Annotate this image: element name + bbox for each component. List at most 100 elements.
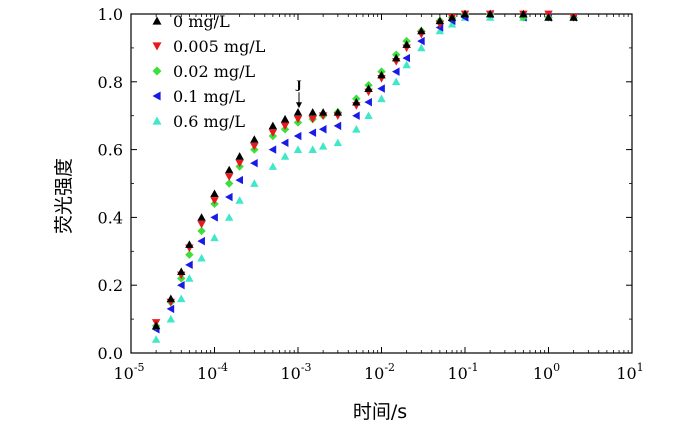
series-2 [151,9,578,331]
data-point [185,260,193,270]
y-tick-label: 0.4 [98,208,123,227]
data-point [308,128,317,137]
y-tick-label: 1.0 [98,5,123,24]
legend-marker [152,16,162,25]
data-point [377,84,385,93]
data-point [197,253,206,262]
data-point [377,94,386,103]
series-1 [151,10,578,327]
data-point [185,250,194,259]
x-axis-title: 时间/s [353,401,407,423]
data-point [402,60,411,69]
data-point [210,189,219,198]
data-point [519,9,528,18]
data-point [392,53,401,62]
x-tick-label: 10-5 [113,361,144,383]
x-tick-label: 100 [533,361,560,383]
data-point [210,233,219,242]
data-point [280,114,290,123]
data-point [308,108,317,116]
data-point [417,43,426,52]
data-point [185,274,194,282]
legend-label: 0.1 mg/L [173,87,245,106]
y-tick-label: 0.2 [98,276,123,295]
data-point [225,213,234,221]
data-point [402,40,411,48]
data-point [250,142,259,151]
data-point [151,321,161,330]
data-point [225,179,234,188]
data-point [151,335,161,343]
data-marks [151,9,578,343]
data-point [235,152,244,160]
legend-label: 0.6 mg/L [173,112,245,131]
data-point [460,9,470,18]
data-point [225,165,234,174]
data-point [569,13,578,21]
data-point [197,220,206,229]
data-point [402,53,410,63]
data-point [485,9,495,18]
annotation-label: J [295,78,301,91]
data-point [225,192,233,202]
data-point [333,108,343,116]
data-point [177,267,186,275]
data-point [352,125,361,133]
series-3 [151,9,577,334]
data-point [280,152,290,160]
data-point [333,138,343,147]
axes: 10-5 10-4 10-3 10-2 10-1 100 101 0.0 0.2 0.4 0.6 0.… [98,5,644,383]
data-point [166,314,176,323]
data-point [268,145,277,154]
series-0 [151,9,578,330]
data-point [392,77,401,86]
legend-label: 0 mg/L [173,12,230,31]
legend-label: 0.005 mg/L [173,37,266,56]
data-point [392,67,400,76]
legend-marker [152,66,162,76]
data-point [364,84,373,92]
data-point [435,16,445,25]
data-point [417,26,426,35]
data-point [185,240,194,248]
data-point [318,142,328,150]
data-point [544,13,553,21]
data-point [293,131,302,141]
x-tick-label: 10-3 [280,361,311,383]
x-tick-label: 10-1 [447,361,478,383]
data-point [417,36,425,46]
legend-marker [152,91,161,101]
data-point [293,145,303,153]
data-point [235,196,244,204]
data-point [210,213,218,222]
annotation-arrow-head [296,102,302,109]
data-point [250,158,258,168]
data-point [333,121,342,131]
data-point [364,111,373,120]
data-point [377,70,386,79]
data-point [177,294,186,303]
data-point [318,125,327,134]
data-point [250,135,259,143]
y-tick-label: 0.0 [98,344,123,363]
data-point [268,121,278,130]
annotation: J [295,78,302,109]
data-point [197,213,206,221]
y-tick-label: 0.6 [98,141,123,160]
data-point [250,179,259,187]
data-point [435,26,445,35]
data-point [318,108,328,116]
data-point [210,197,219,205]
data-point [268,129,278,137]
data-point [225,173,234,181]
data-point [293,108,303,116]
data-point [235,175,243,185]
series-4 [151,13,578,343]
legend-marker [152,116,162,125]
data-point [352,111,360,120]
data-point [280,138,289,148]
data-point [308,115,317,124]
x-tick-label: 10-4 [197,361,228,383]
data-point [352,97,361,106]
